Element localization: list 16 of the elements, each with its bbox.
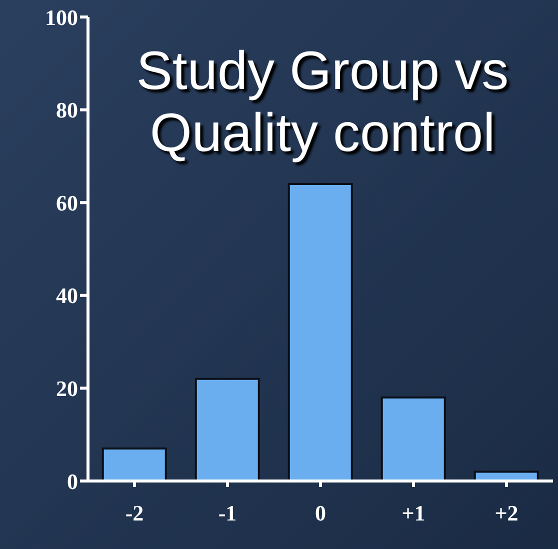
x-tick-label: -2 xyxy=(125,500,144,526)
bar xyxy=(288,183,353,481)
y-tick-label: 20 xyxy=(56,376,78,402)
bar xyxy=(194,378,260,481)
bar xyxy=(380,396,446,481)
bar xyxy=(102,448,167,481)
y-tick-label: 60 xyxy=(56,190,78,216)
x-tick-label: 0 xyxy=(315,500,326,526)
x-tick-label: +2 xyxy=(494,500,518,526)
x-tick-label: +1 xyxy=(402,500,426,526)
x-tick-label: -1 xyxy=(218,500,237,526)
y-tick-label: 0 xyxy=(67,468,78,494)
y-tick-label: 100 xyxy=(45,4,78,30)
y-tick-label: 80 xyxy=(56,98,78,123)
text: Study Group vs Quality control xyxy=(135,40,510,164)
y-tick-label: 40 xyxy=(56,283,78,308)
